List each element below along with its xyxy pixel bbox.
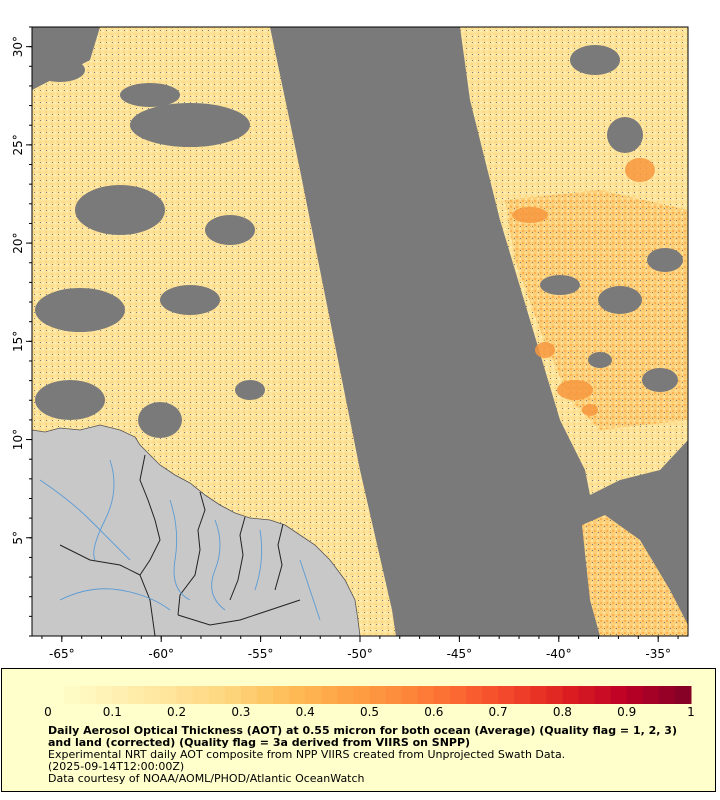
colorbar-swatch — [208, 686, 226, 704]
colorbar-tick-label: 0.1 — [102, 705, 122, 719]
rivers — [39, 459, 321, 621]
colorbar-swatch — [658, 686, 676, 704]
colorbar-swatch — [256, 686, 274, 704]
colorbar-tick-label: 1 — [687, 705, 695, 719]
colorbar-swatch — [176, 686, 194, 704]
colorbar-swatch — [369, 686, 387, 704]
colorbar-swatch — [514, 686, 531, 704]
colorbar-swatch — [562, 686, 579, 704]
colorbar-swatch — [610, 686, 628, 704]
aot-swath-east-south — [582, 515, 688, 636]
colorbar-swatch — [80, 686, 97, 704]
colorbar-swatch — [417, 686, 435, 704]
colorbar-swatch — [192, 686, 210, 704]
colorbar-swatch — [289, 686, 306, 704]
y-tick-label: 30° — [11, 36, 25, 57]
x-tick-label: -55° — [248, 647, 274, 661]
caption: Daily Aerosol Optical Thickness (AOT) at… — [48, 725, 688, 785]
colorbar-tick-label: 0 — [44, 705, 52, 719]
colorbar-swatch — [578, 686, 596, 704]
map-figure: -65° -60° -55° -50° -45° -40° -35° 5° 10° 15° 20°… — [11, 26, 689, 661]
cloud-gaps-east — [540, 45, 683, 392]
colorbar-swatch — [64, 686, 81, 704]
aot-hotspots — [512, 158, 655, 416]
y-tick-label: 15° — [11, 331, 25, 352]
caption-title: Daily Aerosol Optical Thickness (AOT) at… — [48, 724, 677, 749]
colorbar-tick-label: 0.5 — [359, 705, 380, 719]
colorbar-tick-label: 0.7 — [488, 705, 508, 719]
colorbar-swatch — [144, 686, 162, 704]
colorbar-tick-label: 0.6 — [424, 705, 444, 719]
colorbar-swatch — [433, 686, 451, 704]
caption-credit: Data courtesy of NOAA/AOML/PHOD/Atlantic… — [48, 772, 365, 785]
colorbar-swatch — [353, 686, 370, 704]
colorbar-swatch — [337, 686, 354, 704]
colorbar-swatch — [546, 686, 563, 704]
colorbar-swatch — [465, 686, 483, 704]
aot-swath-east-high — [505, 190, 688, 430]
colorbar-swatch — [96, 686, 113, 704]
colorbar-swatch — [594, 686, 612, 704]
colorbar — [48, 686, 692, 704]
legend-panel: 0 0.1 0.2 0.3 0.4 0.5 0.6 0.7 0.8 0.9 1 Daily Aero… — [1, 668, 716, 792]
x-tick-label: -40° — [546, 647, 572, 661]
colorbar-ticks: 0 0.1 0.2 0.3 0.4 0.5 0.6 0.7 0.8 0.9 1 — [2, 669, 717, 729]
country-borders — [59, 454, 301, 636]
colorbar-tick-label: 0.3 — [231, 705, 251, 719]
colorbar-swatch — [482, 686, 499, 704]
colorbar-swatch — [449, 686, 467, 704]
colorbar-swatch — [273, 686, 290, 704]
colorbar-swatch — [224, 686, 242, 704]
colorbar-swatch — [240, 686, 258, 704]
colorbar-swatch — [321, 686, 338, 704]
x-axis: -65° -60° -55° -50° -45° -40° -35° — [41, 636, 679, 661]
colorbar-tick-label: 0.8 — [552, 705, 572, 719]
colorbar-swatch — [642, 686, 660, 704]
colorbar-swatch — [530, 686, 547, 704]
colorbar-swatch — [626, 686, 644, 704]
colorbar-swatch — [401, 686, 419, 704]
colorbar-swatch — [674, 686, 692, 704]
colorbar-swatch — [112, 686, 129, 704]
y-tick-label: 5° — [11, 531, 25, 545]
cloud-gaps-west — [35, 58, 265, 438]
colorbar-swatch — [48, 686, 65, 704]
colorbar-swatch — [128, 686, 145, 704]
x-tick-label: -50° — [347, 647, 373, 661]
colorbar-swatch — [160, 686, 178, 704]
y-axis: 5° 10° 15° 20° 25° 30° — [11, 26, 32, 637]
colorbar-tick-label: 0.2 — [167, 705, 187, 719]
caption-description: Experimental NRT daily AOT composite fro… — [48, 748, 566, 761]
y-tick-label: 20° — [11, 232, 25, 253]
caption-date: (2025-09-14T12:00:00Z) — [48, 760, 185, 773]
colorbar-swatch — [498, 686, 515, 704]
colorbar-tick-label: 0.4 — [295, 705, 315, 719]
colorbar-swatch — [385, 686, 403, 704]
colorbar-swatch — [305, 686, 322, 704]
colorbar-tick-label: 0.9 — [617, 705, 637, 719]
x-tick-label: -65° — [49, 647, 75, 661]
y-tick-label: 10° — [11, 429, 25, 450]
x-tick-label: -60° — [148, 647, 174, 661]
x-tick-label: -45° — [447, 647, 473, 661]
y-tick-label: 25° — [11, 134, 25, 155]
x-tick-label: -35° — [645, 647, 671, 661]
